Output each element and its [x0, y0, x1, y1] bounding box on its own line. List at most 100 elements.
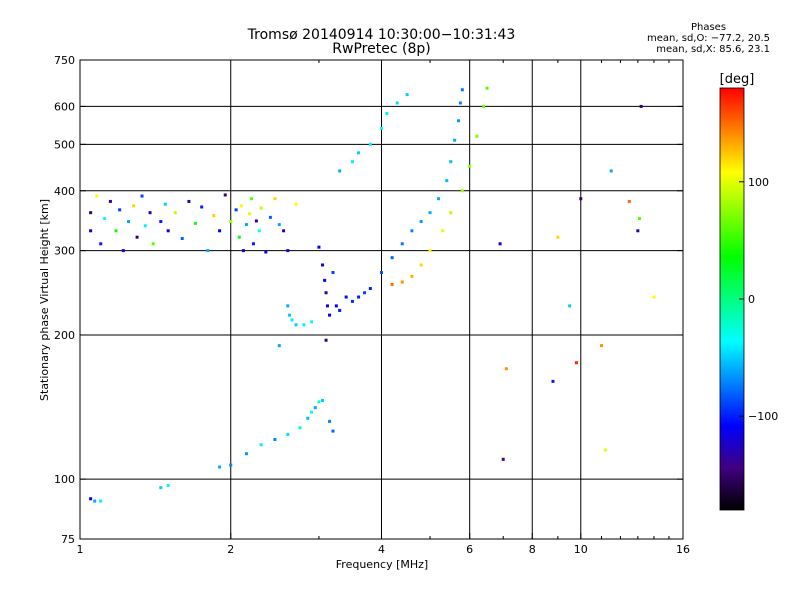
data-point [405, 93, 409, 97]
y-axis-ticks: 75 100 200 300 400 500 600 750 [54, 54, 683, 546]
data-point [568, 304, 572, 308]
data-point [368, 142, 372, 146]
data-point [501, 457, 505, 461]
data-point [627, 199, 631, 203]
x-axis-ticks: 1 2 4 6 8 10 16 [77, 60, 690, 556]
data-point [325, 304, 329, 308]
phase-stats: Phases mean, sd,O: −77.2, 20.5 mean, sd,… [647, 22, 770, 55]
y-tick-label: 300 [54, 245, 75, 258]
data-point [468, 164, 472, 168]
data-point [114, 229, 118, 233]
x-tick-label: 4 [378, 543, 385, 556]
data-point [400, 242, 404, 246]
data-point [457, 119, 461, 123]
grid-lines [80, 60, 683, 539]
x-tick-label: 8 [529, 543, 536, 556]
x-tick-label: 10 [574, 543, 588, 556]
data-point [460, 88, 464, 92]
data-point [294, 202, 298, 206]
data-point [437, 197, 441, 201]
data-point [241, 249, 245, 253]
data-point [475, 134, 479, 138]
colorbar-tick-label: 100 [748, 176, 769, 189]
data-point [166, 229, 170, 233]
data-point [428, 249, 432, 253]
data-point [310, 410, 314, 414]
data-point [132, 204, 136, 208]
data-point [99, 499, 103, 503]
colorbar-tick-label: −100 [748, 410, 778, 423]
data-point [193, 221, 197, 225]
data-point [234, 208, 238, 212]
data-point [247, 212, 251, 216]
data-point [321, 398, 325, 402]
data-point [324, 291, 328, 295]
data-point [302, 323, 306, 327]
data-point [290, 318, 294, 322]
data-point [89, 229, 93, 233]
colorbar-ticks: 100 0 −100 [739, 176, 778, 423]
y-tick-label: 600 [54, 100, 75, 113]
data-point [313, 406, 317, 410]
data-point [229, 220, 233, 224]
data-point [338, 308, 342, 312]
data-point [390, 256, 394, 260]
data-point [180, 236, 184, 240]
data-point [338, 169, 342, 173]
data-point [357, 151, 361, 155]
y-tick-label: 200 [54, 329, 75, 342]
data-point [108, 199, 112, 203]
x-tick-label: 16 [676, 543, 690, 556]
data-point [89, 211, 93, 215]
data-point [410, 274, 414, 278]
data-point [148, 211, 152, 215]
data-point [458, 101, 462, 105]
y-tick-label: 750 [54, 54, 75, 67]
data-point [485, 86, 489, 90]
data-point [286, 249, 290, 253]
x-axis-label: Frequency [MHz] [336, 558, 428, 571]
data-point [294, 323, 298, 327]
data-point [287, 313, 291, 317]
data-point [317, 400, 321, 404]
data-point [482, 104, 486, 108]
data-point [579, 197, 583, 201]
data-point [187, 199, 191, 203]
data-point [244, 223, 248, 227]
data-point [286, 304, 290, 308]
data-point [449, 160, 453, 164]
colorbar-label: [deg] [720, 72, 755, 87]
data-point [257, 229, 261, 233]
data-point [410, 229, 414, 233]
data-point [251, 242, 255, 246]
data-point [445, 179, 449, 183]
data-point [363, 291, 367, 295]
data-point [504, 367, 508, 371]
data-point [264, 250, 268, 254]
data-point [244, 452, 248, 456]
data-point [277, 344, 281, 348]
data-point [173, 211, 177, 215]
phase-stats-o: mean, sd,O: −77.2, 20.5 [647, 33, 770, 44]
data-point [310, 320, 314, 324]
data-point [428, 211, 432, 215]
data-point [218, 465, 222, 469]
data-point [636, 229, 640, 233]
data-point [321, 263, 325, 267]
data-point [350, 299, 354, 303]
data-point [331, 271, 335, 275]
data-point [298, 426, 302, 430]
x-tick-label: 6 [466, 543, 473, 556]
data-point [639, 104, 643, 108]
data-point [390, 282, 394, 286]
data-point [350, 160, 354, 164]
data-point [127, 220, 131, 224]
data-point [89, 497, 93, 501]
data-point [395, 101, 399, 105]
data-point [121, 249, 125, 253]
data-point [453, 138, 457, 142]
data-point [603, 448, 607, 452]
data-point [344, 295, 348, 299]
data-point [380, 271, 383, 275]
data-point [551, 379, 555, 383]
